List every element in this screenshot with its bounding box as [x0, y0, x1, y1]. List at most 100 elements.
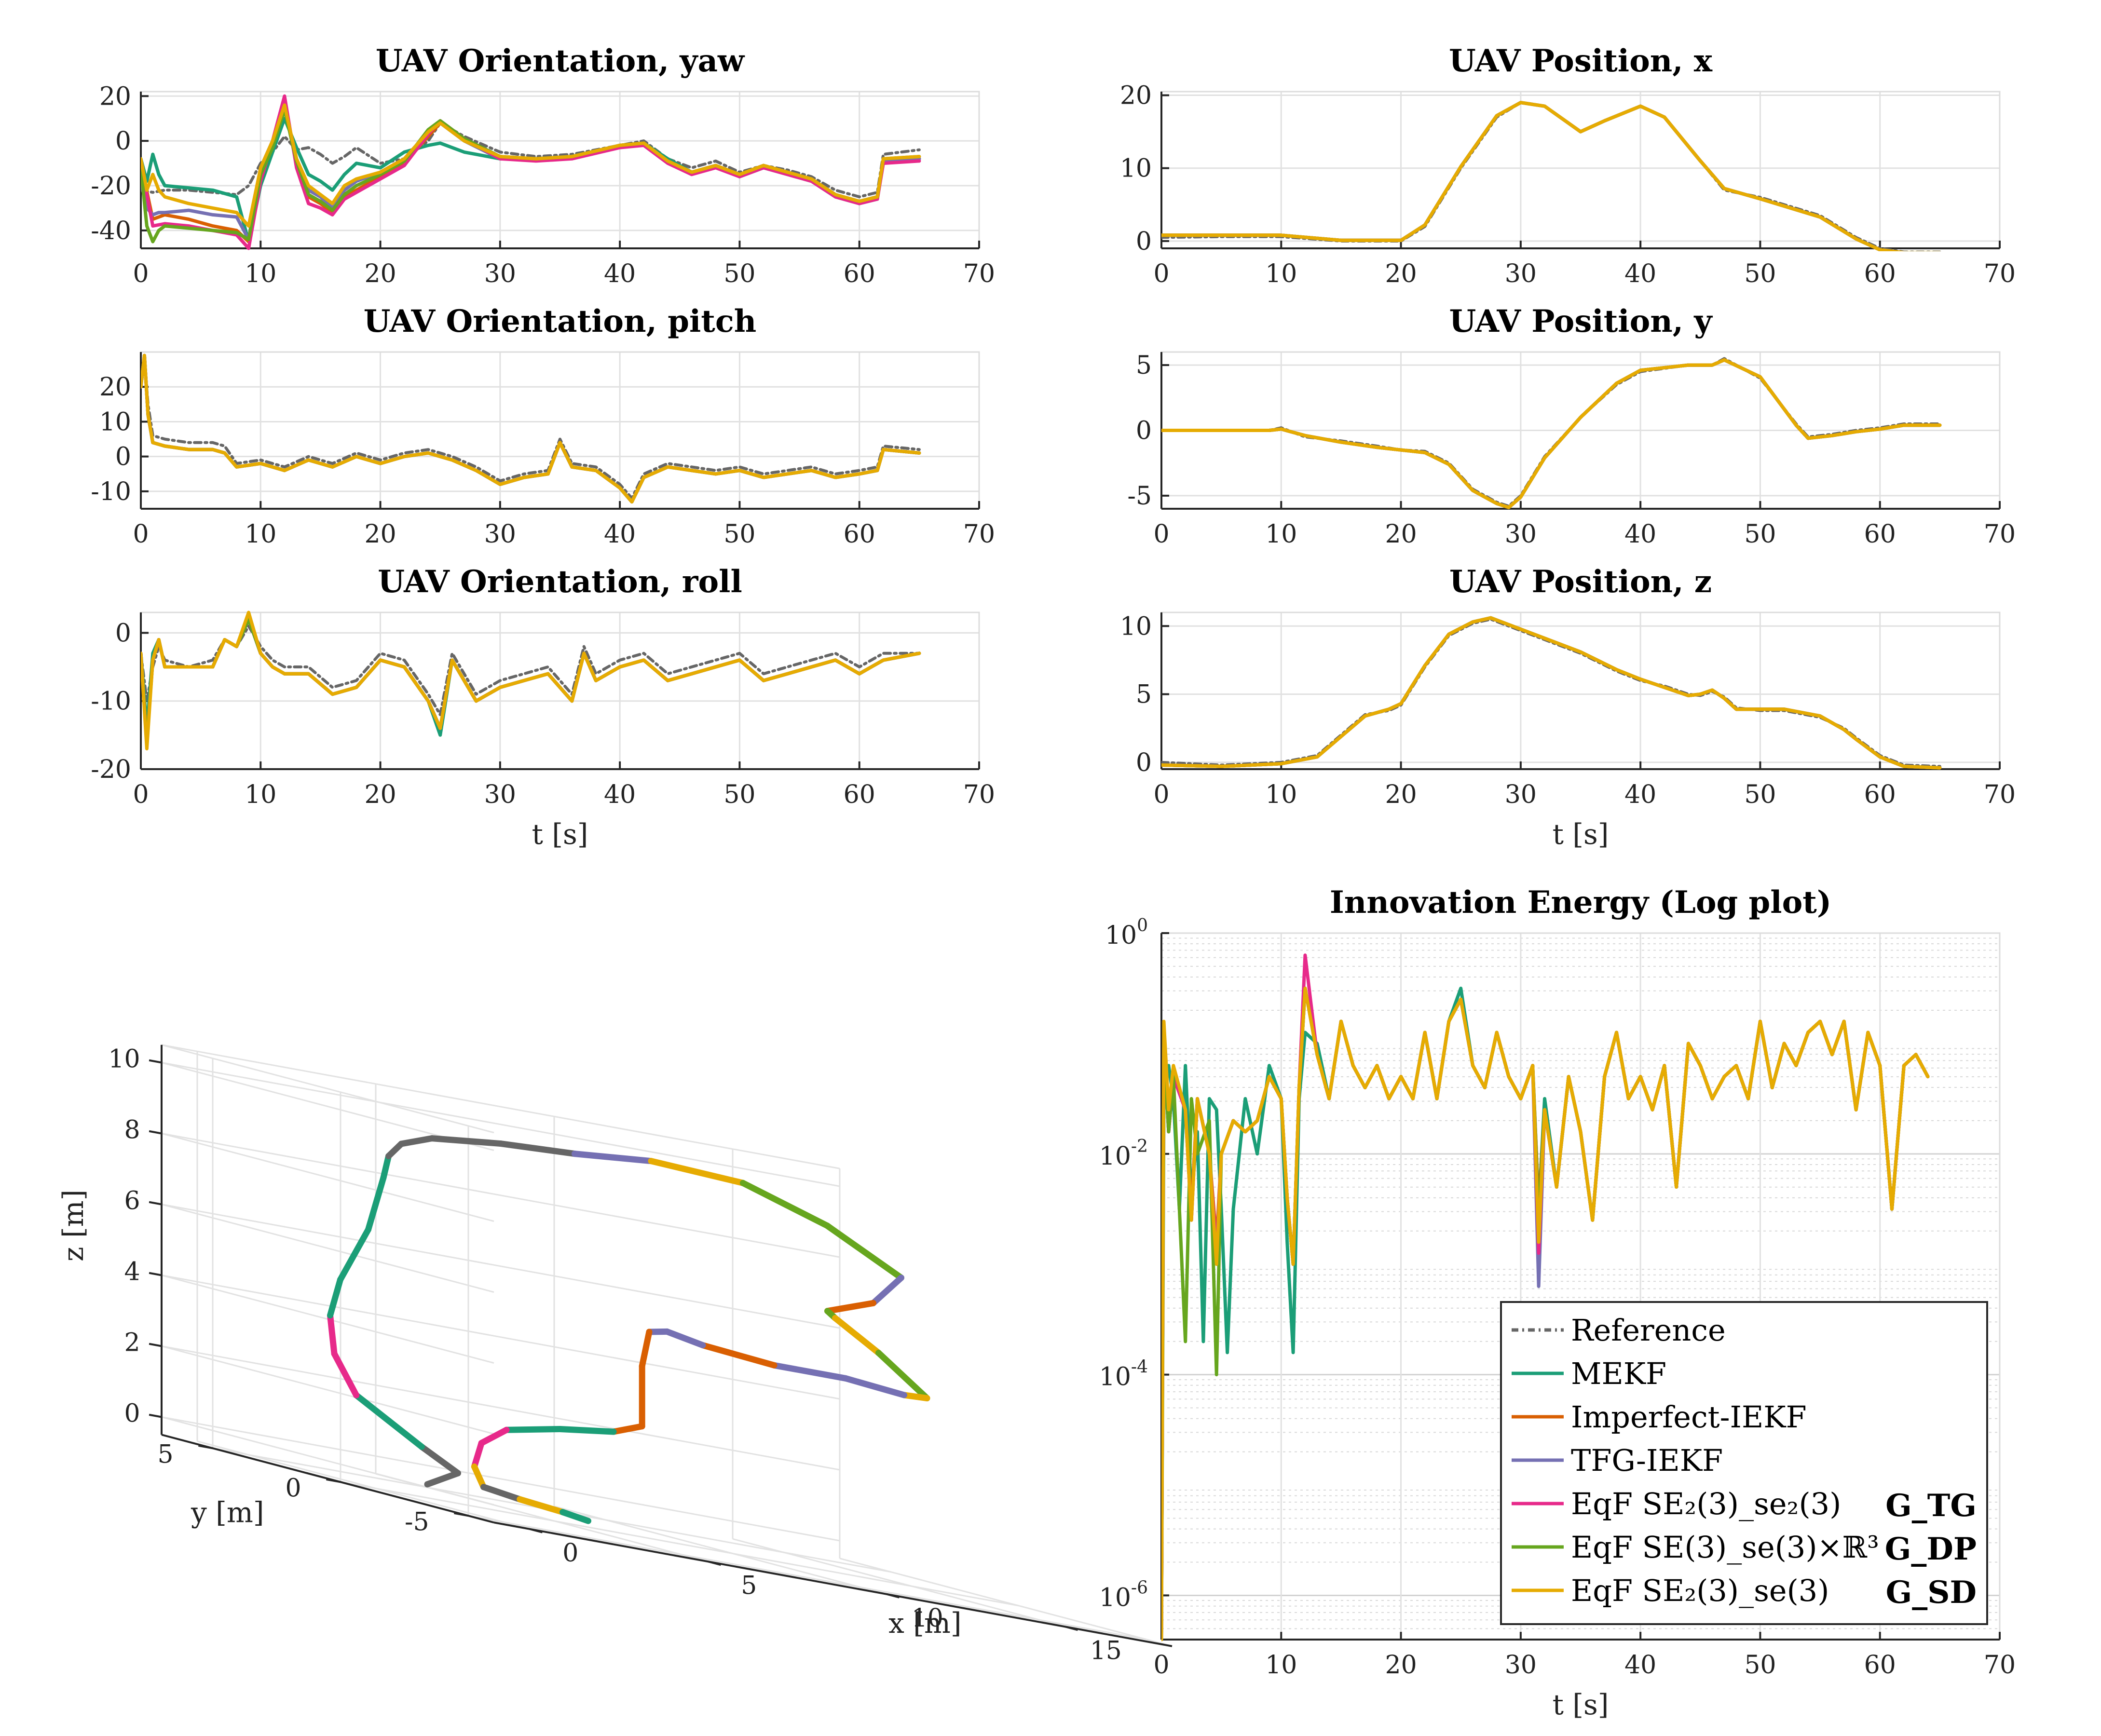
trajectory-segment: [503, 1425, 563, 1433]
z-tick-mark: [149, 1130, 162, 1135]
panel-roll: 0 10 20 30 40 50 60 70 -20 -10 0 UAV Orientation, r…: [91, 564, 995, 851]
trajectory-segment: [557, 1425, 617, 1435]
trajectory-segment: [571, 1151, 655, 1165]
x-tick-label: 10: [245, 520, 276, 549]
y-axis-line: [161, 1434, 494, 1524]
x-tick-label: 5: [741, 1572, 757, 1600]
chart-title: UAV Orientation, pitch: [364, 303, 757, 339]
x-tick-label: 10: [1265, 520, 1297, 549]
x-tick-mark: [1064, 1626, 1078, 1631]
chart-title: Innovation Energy (Log plot): [1330, 884, 1831, 921]
grid3d-line: [161, 1416, 840, 1542]
trajectory-segment: [398, 1135, 435, 1147]
x-tick-label: 60: [1864, 780, 1896, 809]
legend-group-label: G_TG: [1885, 1488, 1977, 1524]
x-tick-label: 50: [1744, 1651, 1776, 1680]
series-line-eqf-sd: [141, 103, 921, 228]
trajectory-segment: [365, 1174, 387, 1233]
y-tick-label: 10-4: [1099, 1357, 1148, 1392]
x-tick-label: 0: [562, 1539, 578, 1568]
z-tick-label: 10: [108, 1044, 140, 1073]
x-tick-label: 60: [1864, 259, 1896, 288]
grid3d-box-edge: [161, 1044, 840, 1169]
z-tick-label: 0: [124, 1399, 140, 1428]
series-group: [1161, 616, 1942, 770]
trajectory-segment: [824, 1222, 904, 1281]
x-tick-label: 30: [484, 259, 516, 288]
x-tick-label: 20: [1385, 259, 1417, 288]
x-tick-label: 40: [604, 259, 636, 288]
x-tick-label: 70: [1984, 780, 2016, 809]
trajectory-segment: [648, 1158, 746, 1186]
y-tick-label: -20: [91, 755, 131, 784]
y-tick-label: 5: [1136, 680, 1152, 709]
z-tick-label: 4: [124, 1257, 140, 1286]
x-tick-label: 50: [723, 259, 755, 288]
series-line-eqf-sd: [141, 353, 921, 504]
y-tick-label: -5: [1127, 482, 1152, 511]
x-tick-label: 50: [723, 520, 755, 549]
trajectory-segment: [386, 1418, 425, 1450]
x-tick-label: 40: [1624, 520, 1656, 549]
legend-label: TFG-IEKF: [1571, 1443, 1723, 1478]
chart-title: UAV Orientation, yaw: [376, 43, 745, 79]
x-tick-label: 50: [1744, 520, 1776, 549]
x-tick-label: 20: [1385, 1651, 1417, 1680]
grid3d-line: [161, 1133, 494, 1222]
y-tick-label: -10: [91, 687, 131, 716]
y-tick-mark: [454, 1512, 469, 1517]
x-tick-mark: [708, 1560, 722, 1566]
x-axis-label: t [s]: [532, 818, 588, 851]
chart-title: UAV Position, z: [1449, 564, 1712, 600]
x-tick-label: 70: [1984, 1651, 2016, 1680]
trajectory-segment: [901, 1392, 930, 1401]
trajectory-segment: [478, 1426, 510, 1447]
x-tick-label: 0: [1153, 520, 1169, 549]
x-tick-label: 40: [1624, 780, 1656, 809]
legend-label: MEKF: [1571, 1356, 1666, 1391]
legend-group-label: G_SD: [1886, 1574, 1977, 1611]
y-tick-label: 10: [1120, 612, 1152, 641]
legend-label: Imperfect-IEKF: [1571, 1399, 1807, 1435]
z-tick-label: 8: [124, 1115, 140, 1144]
x-tick-label: 0: [133, 780, 149, 809]
y-tick-label: 20: [99, 373, 131, 402]
y-tick-label: -20: [91, 172, 131, 201]
series-group: [1161, 357, 1942, 509]
x-tick-label: 70: [963, 780, 995, 809]
trajectory-segment: [664, 1328, 706, 1349]
series-group: [141, 610, 921, 751]
x-tick-label: 20: [364, 520, 396, 549]
x-tick-label: 20: [1385, 520, 1417, 549]
x-tick-label: 30: [484, 780, 516, 809]
x-tick-label: 15: [1090, 1637, 1122, 1666]
series-group: [1161, 101, 1941, 251]
y-tick-label: 0: [115, 127, 131, 156]
x-tick-label: 0: [1153, 259, 1169, 288]
y-tick-label: 20: [99, 82, 131, 111]
y-tick-label: 10: [99, 407, 131, 436]
legend-label: EqF SE₂(3)_se(3): [1571, 1573, 1829, 1608]
x-tick-label: 30: [1505, 520, 1537, 549]
trajectory-segment: [875, 1350, 930, 1401]
grid3d-box-edge: [839, 1558, 1173, 1647]
z-tick-label: 2: [124, 1328, 140, 1357]
x-tick-label: 0: [1153, 1651, 1169, 1680]
trajectory-segment: [471, 1463, 487, 1491]
z-tick-mark: [149, 1413, 162, 1418]
x-tick-label: 0: [1153, 780, 1169, 809]
grid3d-line: [161, 1062, 494, 1151]
trajectory-segment: [428, 1135, 504, 1147]
trajectory-segment: [337, 1226, 371, 1283]
series-line-eqf-sd: [1161, 616, 1942, 770]
legend: Reference MEKF Imperfect-IEKF TFG-IEKF EqF S…: [1500, 1301, 1988, 1625]
trajectory-segment: [418, 1443, 461, 1477]
x-axis-label: t [s]: [1553, 818, 1609, 851]
chart-title: UAV Orientation, roll: [378, 564, 742, 600]
grid3d-line: [340, 1481, 1019, 1607]
y-tick-label: 5: [1136, 351, 1152, 380]
series-line-eqf-sd: [1161, 987, 1930, 1641]
grid3d-line: [161, 1204, 494, 1293]
